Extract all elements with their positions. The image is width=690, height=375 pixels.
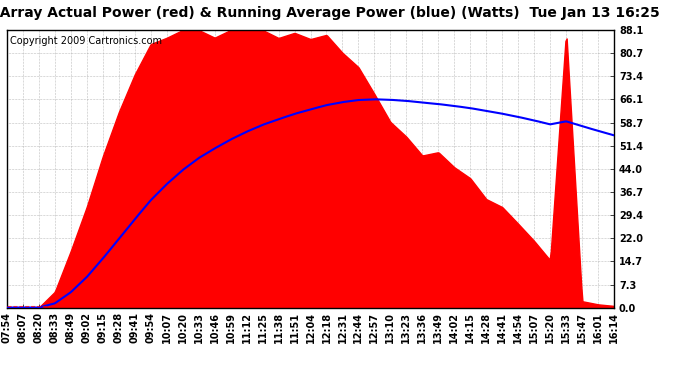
- Text: East Array Actual Power (red) & Running Average Power (blue) (Watts)  Tue Jan 13: East Array Actual Power (red) & Running …: [0, 6, 660, 20]
- Text: Copyright 2009 Cartronics.com: Copyright 2009 Cartronics.com: [10, 36, 162, 45]
